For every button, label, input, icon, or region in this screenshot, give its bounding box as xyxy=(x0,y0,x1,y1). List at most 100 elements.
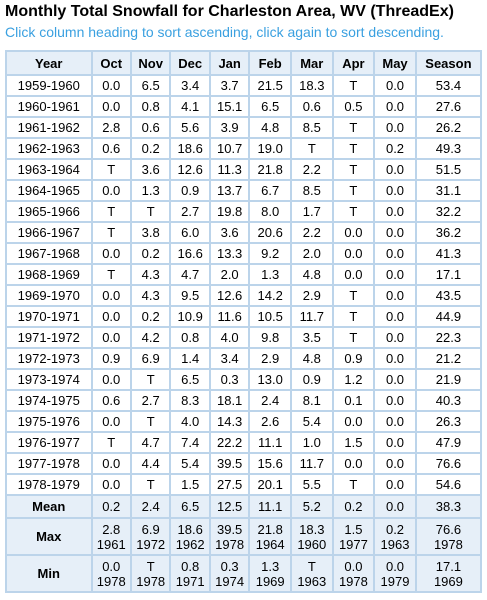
snowfall-cell-nov: 4.2 xyxy=(131,328,170,347)
table-row: 1970-1971 0.0 0.2 10.9 11.6 10.5 11.7 T 0.0 44.9 xyxy=(7,307,480,326)
snowfall-cell-jan: 3.4 xyxy=(210,349,249,368)
snowfall-cell-nov: 0.2 xyxy=(131,139,170,158)
snowfall-cell-apr: 0.0 xyxy=(333,454,374,473)
snowfall-cell-nov: 0.2 xyxy=(131,307,170,326)
snowfall-cell-season: 32.2 xyxy=(416,202,480,221)
min-year: 1979 xyxy=(380,573,410,589)
table-row: 1978-1979 0.0 T 1.5 27.5 20.1 5.5 T 0.0 54.6 xyxy=(7,475,480,494)
snowfall-cell-oct: 0.0 xyxy=(92,181,130,200)
table-row: 1977-1978 0.0 4.4 5.4 39.5 15.6 11.7 0.0 0.0 76.6 xyxy=(7,454,480,473)
mean-cell-feb: 11.1 xyxy=(250,496,290,517)
column-header-season[interactable]: Season xyxy=(416,52,480,74)
max-year: 1961 xyxy=(96,536,126,552)
snowfall-cell-may: 0.0 xyxy=(375,391,415,410)
snowfall-cell-apr: 0.0 xyxy=(333,244,374,263)
snowfall-cell-feb: 21.5 xyxy=(250,76,290,95)
table-row: 1974-1975 0.6 2.7 8.3 18.1 2.4 8.1 0.1 0.0 40.3 xyxy=(7,391,480,410)
max-value: 2.8 xyxy=(102,521,121,537)
max-value: 6.9 xyxy=(141,521,160,537)
season-year-cell: 1970-1971 xyxy=(7,307,91,326)
column-header-dec[interactable]: Dec xyxy=(171,52,209,74)
column-header-nov[interactable]: Nov xyxy=(131,52,170,74)
snowfall-cell-apr: T xyxy=(333,286,374,305)
snowfall-cell-jan: 39.5 xyxy=(210,454,249,473)
snowfall-cell-jan: 2.0 xyxy=(210,265,249,284)
snowfall-cell-feb: 6.7 xyxy=(250,181,290,200)
max-value: 18.6 xyxy=(177,521,203,537)
min-cell-may: 0.0 1979 xyxy=(375,556,415,591)
min-year: 1969 xyxy=(433,573,463,589)
min-value: 0.0 xyxy=(385,558,405,574)
table-row: 1964-1965 0.0 1.3 0.9 13.7 6.7 8.5 T 0.0 31.1 xyxy=(7,181,480,200)
snowfall-cell-mar: 2.2 xyxy=(291,160,332,179)
snowfall-cell-mar: 5.4 xyxy=(291,412,332,431)
snowfall-cell-apr: 0.5 xyxy=(333,97,374,116)
column-header-oct[interactable]: Oct xyxy=(92,52,130,74)
max-cell-nov: 6.9 1972 xyxy=(131,519,170,554)
snowfall-cell-nov: T xyxy=(131,412,170,431)
column-header-jan[interactable]: Jan xyxy=(210,52,249,74)
table-row: 1973-1974 0.0 T 6.5 0.3 13.0 0.9 1.2 0.0 21.9 xyxy=(7,370,480,389)
snowfall-cell-mar: 11.7 xyxy=(291,307,332,326)
table-summary: Mean 0.2 2.4 6.5 12.5 11.1 5.2 0.2 0.0 38.3 Max … xyxy=(7,496,480,591)
snowfall-cell-season: 43.5 xyxy=(416,286,480,305)
max-value: 39.5 xyxy=(216,521,243,537)
snowfall-cell-dec: 7.4 xyxy=(171,433,209,452)
snowfall-cell-dec: 6.5 xyxy=(171,370,209,389)
snowfall-cell-season: 44.9 xyxy=(416,307,480,326)
snowfall-cell-nov: 3.8 xyxy=(131,223,170,242)
table-body: 1959-1960 0.0 6.5 3.4 3.7 21.5 18.3 T 0.0 53.4 196… xyxy=(7,76,480,494)
min-year: 1969 xyxy=(255,573,285,589)
snowfall-cell-nov: 0.6 xyxy=(131,118,170,137)
table-row: 1961-1962 2.8 0.6 5.6 3.9 4.8 8.5 T 0.0 26.2 xyxy=(7,118,480,137)
column-header-year[interactable]: Year xyxy=(7,52,91,74)
min-value: 0.0 xyxy=(344,558,363,574)
column-header-mar[interactable]: Mar xyxy=(291,52,332,74)
snowfall-table-container: Year Oct Nov Dec Jan Feb Mar Apr May Season 1959-… xyxy=(5,50,482,593)
snowfall-cell-apr: T xyxy=(333,139,374,158)
snowfall-cell-feb: 8.0 xyxy=(250,202,290,221)
snowfall-cell-dec: 4.1 xyxy=(171,97,209,116)
max-year: 1978 xyxy=(433,536,463,552)
column-header-feb[interactable]: Feb xyxy=(250,52,290,74)
min-year: 1978 xyxy=(338,573,368,589)
snowfall-cell-mar: 5.5 xyxy=(291,475,332,494)
column-header-apr[interactable]: Apr xyxy=(333,52,374,74)
snowfall-cell-season: 21.2 xyxy=(416,349,480,368)
max-cell-jan: 39.5 1978 xyxy=(210,519,249,554)
min-value: T xyxy=(307,558,316,574)
snowfall-cell-mar: 4.8 xyxy=(291,265,332,284)
table-row: 1972-1973 0.9 6.9 1.4 3.4 2.9 4.8 0.9 0.0 21.2 xyxy=(7,349,480,368)
column-header-may[interactable]: May xyxy=(375,52,415,74)
snowfall-cell-apr: 0.0 xyxy=(333,265,374,284)
snowfall-cell-apr: T xyxy=(333,475,374,494)
season-year-cell: 1960-1961 xyxy=(7,97,91,116)
min-value: 0.3 xyxy=(220,558,239,574)
snowfall-cell-nov: 3.6 xyxy=(131,160,170,179)
min-cell-season: 17.1 1969 xyxy=(416,556,480,591)
snowfall-cell-oct: 0.0 xyxy=(92,370,130,389)
snowfall-cell-oct: 0.0 xyxy=(92,328,130,347)
snowfall-cell-nov: 4.3 xyxy=(131,286,170,305)
max-value: 76.6 xyxy=(435,521,462,537)
snowfall-cell-dec: 10.9 xyxy=(171,307,209,326)
min-year: 1974 xyxy=(215,573,245,589)
snowfall-cell-jan: 13.3 xyxy=(210,244,249,263)
season-year-cell: 1964-1965 xyxy=(7,181,91,200)
snowfall-cell-jan: 18.1 xyxy=(210,391,249,410)
snowfall-cell-feb: 19.0 xyxy=(250,139,290,158)
snowfall-cell-apr: T xyxy=(333,328,374,347)
max-cell-mar: 18.3 1960 xyxy=(291,519,332,554)
snowfall-cell-apr: T xyxy=(333,76,374,95)
snowfall-cell-oct: T xyxy=(92,160,130,179)
mean-cell-dec: 6.5 xyxy=(171,496,209,517)
snowfall-cell-dec: 0.8 xyxy=(171,328,209,347)
max-year: 1963 xyxy=(380,536,410,552)
snowfall-cell-may: 0.0 xyxy=(375,475,415,494)
snowfall-cell-nov: 0.2 xyxy=(131,244,170,263)
snowfall-cell-mar: 2.2 xyxy=(291,223,332,242)
snowfall-cell-oct: T xyxy=(92,265,130,284)
min-value: 1.3 xyxy=(261,558,280,574)
snowfall-cell-jan: 13.7 xyxy=(210,181,249,200)
snowfall-cell-apr: T xyxy=(333,118,374,137)
